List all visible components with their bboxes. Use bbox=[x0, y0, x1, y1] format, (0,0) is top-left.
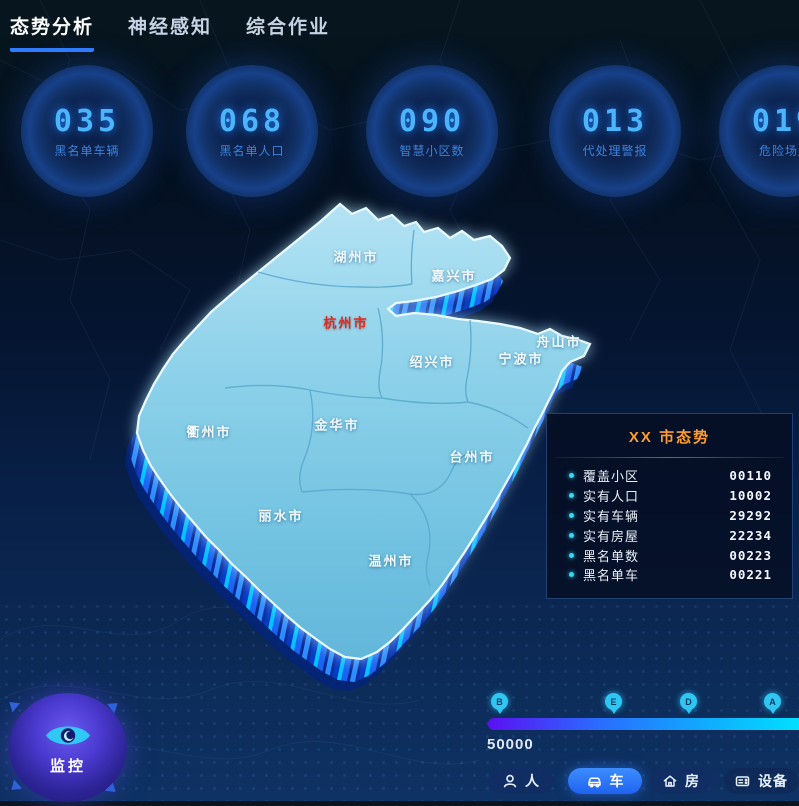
bullet-icon bbox=[569, 473, 574, 479]
list-item: 覆盖小区 00110 bbox=[569, 466, 772, 486]
slider-marker-e[interactable]: E bbox=[605, 693, 622, 710]
row-value: 00110 bbox=[729, 468, 772, 484]
filter-person-button[interactable]: 人 bbox=[488, 768, 554, 794]
stat-value: 019 bbox=[751, 103, 799, 139]
map-city-taizhou[interactable]: 台州市 bbox=[449, 449, 495, 465]
car-icon bbox=[587, 777, 601, 788]
bullet-icon bbox=[569, 493, 574, 499]
stat-label: 黑名单车辆 bbox=[54, 143, 120, 158]
row-label: 黑名单数 bbox=[583, 548, 640, 564]
row-value: 10002 bbox=[729, 488, 772, 504]
city-boundaries bbox=[224, 229, 529, 587]
map-city-lishui[interactable]: 丽水市 bbox=[258, 508, 304, 524]
stat-pending-alerts: 013 代处理警报 bbox=[549, 65, 681, 197]
row-label: 实有人口 bbox=[583, 489, 640, 505]
panel-stat-list: 覆盖小区 00110 实有人口 10002 实有车辆 29292 实有房屋 22234 … bbox=[547, 466, 792, 585]
stat-label: 代处理警报 bbox=[582, 143, 648, 158]
stat-blacklist-population: 068 黑名单人口 bbox=[186, 65, 318, 197]
button-label: 房 bbox=[685, 773, 700, 789]
stat-value: 013 bbox=[581, 103, 649, 139]
stat-value: 068 bbox=[218, 103, 286, 139]
button-label: 车 bbox=[609, 773, 625, 789]
monitor-button[interactable]: 监控 bbox=[9, 693, 127, 802]
row-label: 覆盖小区 bbox=[583, 469, 640, 485]
list-item: 实有车辆 29292 bbox=[569, 506, 772, 526]
stat-label: 智慧小区数 bbox=[399, 143, 465, 158]
stat-label: 危险场所 bbox=[758, 143, 799, 158]
map-city-hangzhou[interactable]: 杭州市 bbox=[323, 315, 369, 331]
stat-blacklist-vehicles: 035 黑名单车辆 bbox=[21, 65, 153, 197]
stat-value: 035 bbox=[53, 103, 121, 139]
row-value: 29292 bbox=[729, 507, 772, 523]
tab-neural-perception[interactable]: 神经感知 bbox=[128, 17, 213, 38]
row-label: 黑名单车 bbox=[583, 568, 640, 584]
map-city-jinhua[interactable]: 金华市 bbox=[314, 417, 360, 433]
panel-divider bbox=[555, 457, 784, 458]
map-city-shaoxing[interactable]: 绍兴市 bbox=[409, 354, 455, 370]
list-item: 实有人口 10002 bbox=[569, 486, 772, 506]
button-label: 设备 bbox=[758, 773, 788, 789]
bullet-icon bbox=[569, 512, 574, 518]
button-label: 人 bbox=[525, 773, 540, 789]
row-value: 00223 bbox=[729, 547, 772, 563]
list-item: 实有房屋 22234 bbox=[569, 525, 772, 545]
range-slider[interactable] bbox=[488, 718, 799, 730]
map-city-wenzhou[interactable]: 温州市 bbox=[368, 553, 414, 569]
row-label: 实有房屋 bbox=[583, 528, 640, 544]
stat-label: 黑名单人口 bbox=[219, 143, 285, 158]
filter-house-button[interactable]: 房 bbox=[650, 768, 712, 794]
map-city-ningbo[interactable]: 宁波市 bbox=[498, 351, 544, 367]
stat-value: 090 bbox=[398, 103, 466, 139]
stat-smart-communities: 090 智慧小区数 bbox=[366, 65, 498, 197]
slider-marker-b[interactable]: B bbox=[491, 693, 508, 710]
tab-situation-analysis[interactable]: 态势分析 bbox=[10, 12, 95, 52]
map-city-huzhou[interactable]: 湖州市 bbox=[333, 249, 379, 265]
list-item: 黑名单数 00223 bbox=[569, 545, 772, 565]
house-icon bbox=[663, 775, 677, 787]
row-value: 00221 bbox=[729, 567, 772, 583]
slider-value: 50000 bbox=[487, 736, 534, 753]
filter-vehicle-button[interactable]: 车 bbox=[568, 768, 642, 794]
person-icon bbox=[503, 774, 517, 788]
top-nav: 态势分析 神经感知 综合作业 bbox=[10, 12, 330, 52]
bullet-icon bbox=[569, 572, 574, 578]
filter-device-button[interactable]: 设备 bbox=[724, 768, 798, 794]
device-icon bbox=[735, 776, 750, 787]
row-value: 22234 bbox=[729, 527, 772, 543]
map-city-quzhou[interactable]: 衢州市 bbox=[186, 424, 232, 440]
map-city-jiaxing[interactable]: 嘉兴市 bbox=[431, 268, 477, 284]
slider-marker-a[interactable]: A bbox=[764, 693, 781, 710]
bullet-icon bbox=[569, 552, 574, 558]
eye-icon bbox=[46, 726, 90, 745]
monitor-label: 监控 bbox=[49, 758, 86, 775]
slider-marker-d[interactable]: D bbox=[680, 693, 697, 710]
city-situation-panel: XX 市态势 覆盖小区 00110 实有人口 10002 实有车辆 29292 实有房… bbox=[546, 413, 793, 599]
list-item: 黑名单车 00221 bbox=[569, 565, 772, 585]
bullet-icon bbox=[569, 532, 574, 538]
panel-title: XX 市态势 bbox=[628, 429, 711, 446]
map-city-zhoushan[interactable]: 舟山市 bbox=[536, 334, 582, 350]
tab-comprehensive-operations[interactable]: 综合作业 bbox=[246, 17, 331, 38]
row-label: 实有车辆 bbox=[583, 508, 640, 524]
